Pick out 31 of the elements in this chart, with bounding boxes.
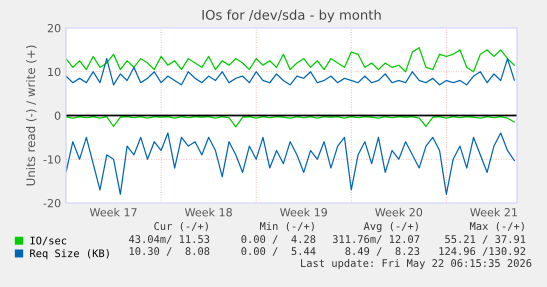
legend-label: IO/sec	[30, 236, 66, 246]
chart-title: IOs for /dev/sda - by month	[202, 10, 381, 22]
text: 0.00 / 4.28	[241, 235, 316, 244]
y-tick-label: 20	[48, 24, 60, 32]
x-tick-label: Week 21	[470, 208, 517, 216]
text: Last update: Fri May 22 06:15:35 2026	[301, 258, 532, 270]
text: Min (-/+)	[260, 222, 314, 232]
y-axis-title: Units read (-) / write (+)	[26, 46, 37, 186]
x-tick-label: Week 19	[280, 208, 327, 216]
text: 43.04m/ 11.53	[128, 235, 210, 244]
y-tick-label: 0	[54, 111, 60, 120]
text: 311.76m/ 12.07	[332, 235, 420, 244]
text: 0.00 / 5.44	[241, 247, 316, 256]
text: 10.30 / 8.08	[130, 247, 210, 256]
x-tick-label: Week 18	[184, 208, 232, 216]
y-tick-label: -10	[44, 155, 60, 164]
text: 8.49 / 8.23	[345, 247, 420, 256]
y-tick-label: -20	[44, 198, 60, 208]
text: Avg (-/+)	[364, 222, 418, 232]
line-series	[66, 132, 515, 195]
line-series	[66, 58, 515, 86]
legend-label: Req Size (KB)	[30, 249, 109, 260]
x-tick-label: Week 17	[90, 208, 137, 216]
y-tick-label: 10	[48, 68, 60, 76]
text: Max (-/+)	[470, 222, 524, 232]
x-tick-label: Week 20	[375, 208, 422, 216]
line-series	[66, 47, 515, 72]
text: 55.21 / 37.91	[445, 235, 526, 244]
line-series	[66, 116, 515, 128]
text: Cur (-/+)	[154, 222, 208, 232]
text: 124.96 /130.92	[439, 247, 526, 256]
